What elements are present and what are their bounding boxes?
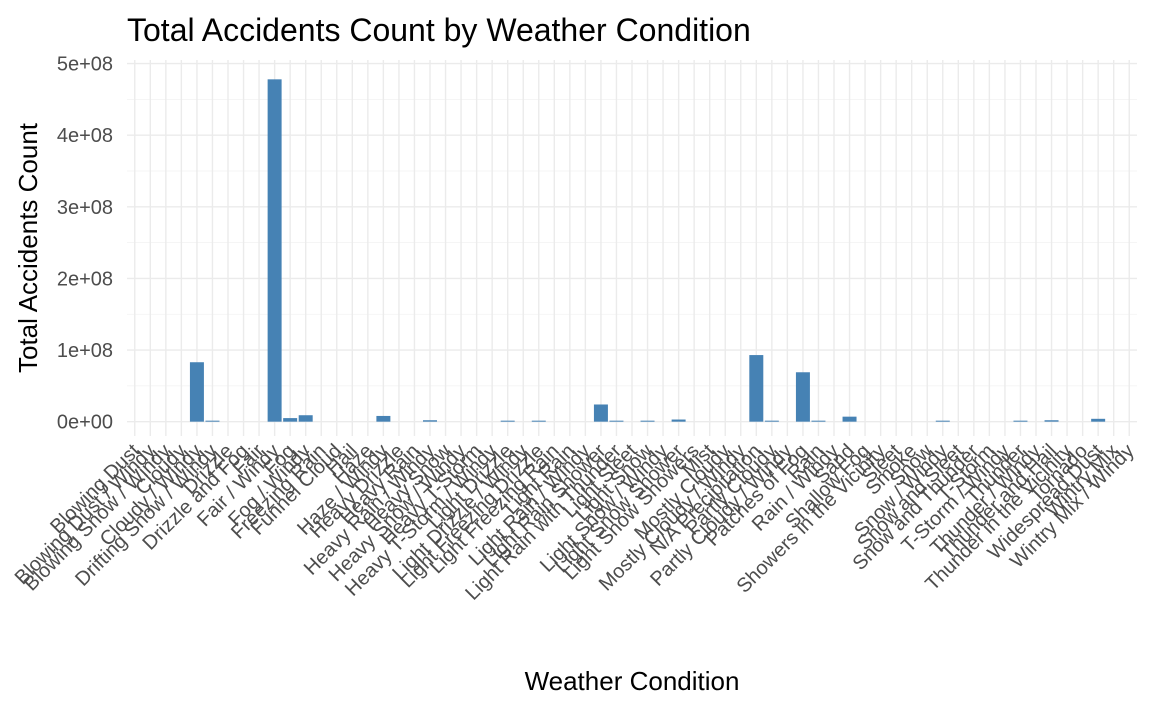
y-tick-label: 4e+08 [57, 125, 113, 147]
bar-thunder-and-hail [1044, 420, 1059, 422]
y-tick-labels: 0e+00 1e+08 2e+08 3e+08 4e+08 5e+08 [57, 54, 113, 434]
bar-heavy-rain-windy [423, 420, 437, 422]
bar-light-freezing-drizzle [531, 420, 546, 422]
bar-light-rain-shower [593, 404, 608, 422]
bar-light-snow [640, 420, 655, 422]
chart-title: Total Accidents Count by Weather Conditi… [127, 12, 751, 48]
bar-drifting-snow-windy [205, 420, 220, 422]
y-axis-title: Total Accidents Count [13, 122, 43, 373]
y-tick-label: 5e+08 [57, 54, 113, 76]
y-tick-label: 2e+08 [57, 268, 113, 290]
bar-light-rain-with-thunder [609, 420, 624, 422]
bar-light-snow-shower [671, 419, 686, 422]
bar-sand [842, 416, 857, 422]
bars [189, 79, 1106, 422]
bar-fog [283, 418, 298, 422]
bar-fog-windy [298, 415, 313, 422]
bar-patches-of-fog [795, 372, 810, 422]
bar-haze-windy [376, 415, 391, 422]
bar-snow-windy [935, 420, 950, 422]
y-tick-label: 3e+08 [57, 197, 113, 219]
bar-cloudy-windy [189, 362, 204, 422]
y-tick-label: 0e+00 [57, 412, 113, 434]
bar-partly-cloudy [764, 420, 779, 422]
bar-thunder [1013, 420, 1028, 422]
bar-light-drizzle [500, 420, 515, 422]
bar-rain [811, 420, 826, 422]
grid-lines [127, 60, 1137, 436]
y-tick-label: 1e+08 [57, 340, 113, 362]
bar-n-a-precipitation [749, 355, 764, 422]
bar-fair-windy [267, 79, 282, 422]
x-axis-title: Weather Condition [525, 666, 740, 696]
bar-widespread-dust [1091, 418, 1106, 422]
